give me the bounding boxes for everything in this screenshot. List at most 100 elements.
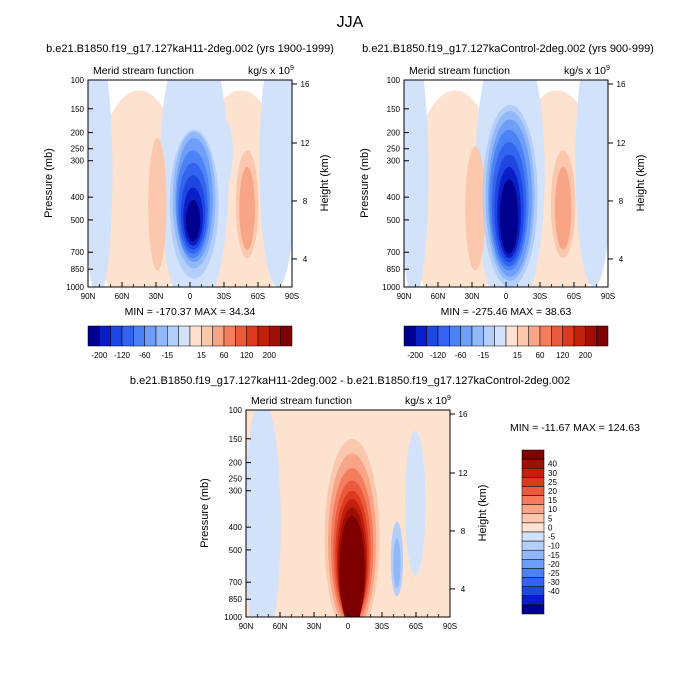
panel-control-label: Merid stream function: [409, 65, 510, 77]
contour-band: [259, 80, 292, 287]
y-tick-label: 250: [71, 145, 85, 154]
y-tick-label: 150: [71, 105, 85, 114]
panel-difference-stats: MIN = -11.67 MAX = 124.63: [510, 422, 640, 434]
colorbar-label: -200: [407, 351, 424, 360]
colorbar-swatch: [521, 577, 545, 587]
colorbar-label: -60: [455, 351, 467, 360]
height-tick-label: 12: [617, 139, 626, 148]
height-tick-label: 4: [303, 255, 308, 264]
colorbar-swatch: [280, 325, 293, 347]
colorbar-label: -60: [139, 351, 151, 360]
colorbar-swatch: [521, 540, 545, 551]
contour-band: [246, 410, 281, 617]
colorbar-swatch: [521, 513, 545, 524]
colorbar-label: -40: [548, 587, 560, 596]
height-tick-label: 16: [301, 80, 310, 89]
height-tick-label: 8: [303, 197, 308, 206]
colorbar-label: -15: [162, 351, 174, 360]
panel-h11-ylabel-right: Height (km): [319, 155, 331, 212]
panel-control-stats: MIN = -275.46 MAX = 38.63: [441, 306, 572, 318]
colorbar-swatch: [178, 325, 191, 347]
colorbar-swatch: [449, 325, 461, 347]
contour-band: [499, 179, 519, 254]
colorbar-label: -20: [548, 560, 560, 569]
y-tick-label: 850: [229, 595, 243, 604]
colorbar-swatch: [521, 549, 545, 560]
colorbar-label: 25: [548, 478, 557, 487]
colorbar-swatch: [110, 325, 123, 347]
colorbar-label: 15: [197, 351, 206, 360]
x-tick-label: 90N: [397, 292, 412, 301]
panel-control-units: kg/s x 109: [564, 65, 610, 77]
y-tick-label: 400: [71, 193, 85, 202]
x-tick-label: 0: [188, 292, 193, 301]
colorbar-swatch: [521, 522, 545, 533]
height-tick-label: 4: [619, 255, 624, 264]
x-tick-label: 90N: [239, 622, 254, 631]
x-tick-label: 60N: [115, 292, 130, 301]
colorbar-label: 5: [548, 514, 553, 523]
height-tick-label: 16: [617, 80, 626, 89]
panel-difference: b.e21.B1850.f19_g17.127kaH11-2deg.002 - …: [130, 375, 640, 631]
colorbar-label: 60: [536, 351, 545, 360]
y-tick-label: 300: [387, 157, 401, 166]
y-tick-label: 700: [229, 578, 243, 587]
contour-band: [465, 146, 486, 271]
y-tick-label: 100: [71, 76, 85, 85]
colorbar-swatch: [521, 595, 545, 606]
colorbar-swatch: [483, 325, 495, 347]
colorbar-swatch: [494, 325, 507, 347]
colorbar-label: 15: [513, 351, 522, 360]
colorbar-swatch: [521, 458, 545, 469]
height-tick-label: 8: [619, 197, 624, 206]
x-tick-label: 30N: [307, 622, 322, 631]
x-tick-label: 60S: [409, 622, 423, 631]
panel-control: b.e21.B1850.f19_g17.127kaControl-2deg.00…: [359, 43, 654, 318]
x-tick-label: 60S: [567, 292, 581, 301]
colorbar-swatch: [471, 325, 484, 347]
colorbar-swatch: [144, 325, 157, 347]
y-tick-label: 400: [229, 523, 243, 532]
colorbar-swatch: [521, 559, 545, 569]
colorbar-label: 0: [548, 523, 553, 532]
colorbar-swatch: [521, 495, 545, 505]
colorbar-label: 120: [556, 351, 570, 360]
contour-band: [220, 121, 233, 184]
colorbar-label: 60: [220, 351, 229, 360]
y-tick-label: 500: [387, 216, 401, 225]
colorbar-swatch: [521, 604, 545, 615]
y-tick-label: 250: [387, 145, 401, 154]
colorbar-label: 200: [263, 351, 277, 360]
colorbar-swatch: [521, 531, 545, 542]
colorbar-label: -120: [430, 351, 447, 360]
colorbar-swatch: [189, 325, 202, 347]
colorbar-swatch: [223, 325, 236, 347]
x-tick-label: 30S: [217, 292, 231, 301]
colorbar-swatch: [517, 325, 529, 347]
contour-band: [575, 80, 608, 287]
x-tick-label: 90S: [285, 292, 299, 301]
x-tick-label: 60N: [431, 292, 446, 301]
height-tick-label: 4: [461, 585, 466, 594]
contour-band: [339, 515, 365, 617]
colorbar-swatch: [521, 477, 545, 487]
x-tick-label: 60S: [251, 292, 265, 301]
panel-control-title: b.e21.B1850.f19_g17.127kaControl-2deg.00…: [362, 43, 654, 55]
panel-control-field: [404, 80, 608, 287]
colorbar-swatch: [585, 325, 597, 347]
panel-difference-label: Merid stream function: [251, 395, 352, 407]
height-tick-label: 12: [459, 469, 468, 478]
colorbar-label: 10: [548, 505, 557, 514]
panel-h11-stats: MIN = -170.37 MAX = 34.34: [125, 306, 256, 318]
colorbar-swatch: [596, 325, 609, 347]
contour-band: [404, 80, 429, 287]
colorbar-swatch: [133, 325, 145, 347]
panel-control-ylabel-right: Height (km): [635, 155, 647, 212]
colorbar-swatch: [521, 586, 545, 597]
colorbar-swatch: [87, 325, 100, 347]
colorbar-label: -120: [114, 351, 131, 360]
panel-difference-units: kg/s x 109: [405, 395, 451, 407]
colorbar-swatch: [246, 325, 259, 347]
colorbar-swatch: [460, 325, 473, 347]
panel-h11-label: Merid stream function: [93, 65, 194, 77]
